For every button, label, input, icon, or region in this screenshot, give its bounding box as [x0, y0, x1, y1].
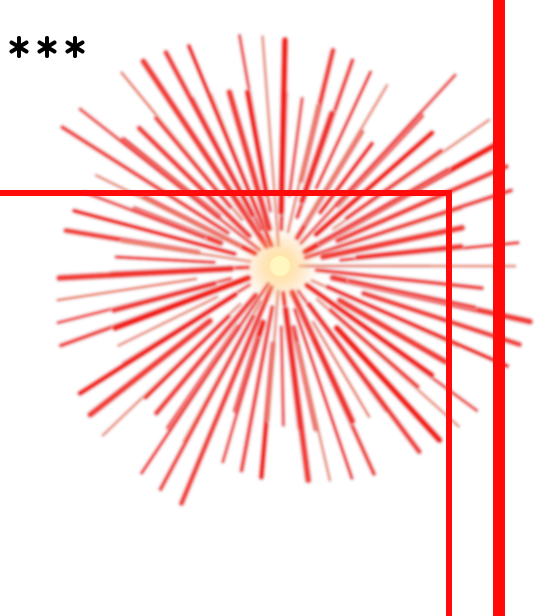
firework-ray — [56, 265, 235, 282]
firework-ray — [313, 130, 435, 237]
firework-ray — [244, 89, 270, 197]
firework-ray — [314, 70, 373, 190]
firework-ray — [336, 297, 449, 365]
firework-ray — [320, 224, 466, 260]
firework-ray — [335, 164, 509, 244]
firework-ray — [179, 284, 274, 506]
firework-ray — [261, 35, 280, 248]
firework-ray — [82, 190, 206, 239]
firework-ray — [111, 281, 217, 314]
firework-ray — [87, 317, 213, 418]
firework-ray — [333, 324, 443, 444]
firework-ray — [347, 279, 477, 309]
firework-ray — [120, 240, 252, 263]
firework-ray — [279, 325, 285, 427]
firework-ray — [158, 314, 256, 492]
red-frame-top-line — [0, 190, 452, 196]
firework-ray — [318, 167, 450, 245]
firework-core-center — [270, 256, 290, 276]
firework-ray — [140, 281, 270, 475]
firework-ray — [306, 301, 422, 455]
firework-ray — [318, 141, 374, 215]
firework-ray — [293, 308, 354, 480]
firework-ray — [267, 289, 280, 422]
firework-ray — [328, 308, 420, 389]
firework-ray — [297, 342, 331, 482]
firework-ray — [56, 277, 197, 302]
firework-ray — [299, 73, 457, 245]
firework-ray — [286, 104, 319, 233]
firework-ray — [78, 107, 262, 252]
firework-ray — [95, 174, 241, 248]
firework-ray — [154, 292, 259, 416]
firework-ray — [287, 96, 304, 198]
firework-ray — [312, 320, 371, 418]
red-frame-inner-right-line — [446, 190, 452, 616]
firework-ray — [112, 274, 252, 331]
firework-ray — [140, 58, 270, 250]
asterisk-icon — [9, 36, 29, 58]
firework-ray — [117, 295, 219, 347]
firework-ray — [325, 284, 509, 368]
firework-ray — [304, 84, 388, 224]
asterisk-icon — [65, 36, 85, 58]
firework-ray — [186, 44, 274, 248]
firework-ray — [355, 243, 464, 261]
firework-ray — [303, 188, 513, 260]
star-row — [8, 36, 86, 58]
firework-ray — [143, 314, 231, 400]
firework-ray — [282, 306, 312, 484]
firework-ray — [239, 305, 275, 473]
firework-ray — [344, 148, 443, 221]
firework-ray — [72, 208, 237, 256]
firework-ray — [221, 337, 261, 464]
firework-ray — [304, 282, 435, 378]
firework-ray — [299, 110, 335, 204]
firework-ray — [114, 255, 216, 264]
firework-ray — [289, 289, 356, 424]
firework-ray — [226, 89, 273, 232]
firework-ray — [77, 291, 238, 396]
firework-ray — [136, 125, 252, 239]
firework-ray — [278, 37, 288, 216]
red-frame-outer-right-line — [493, 0, 505, 616]
firework-ray — [163, 50, 256, 218]
asterisk-icon — [37, 36, 57, 58]
firework-ray — [314, 268, 484, 291]
firework-ray — [60, 125, 230, 235]
